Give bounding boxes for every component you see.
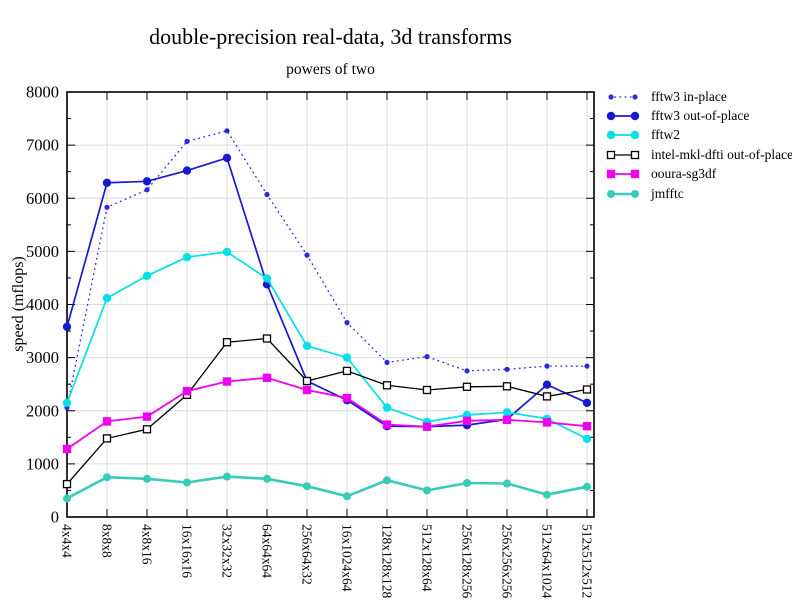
x-tick-label: 256x128x256 bbox=[460, 524, 475, 599]
series-line bbox=[66, 130, 587, 408]
x-tick-label: 16x16x16 bbox=[180, 524, 195, 578]
y-tick-label: 3000 bbox=[26, 348, 59, 367]
x-tick-label: 256x64x32 bbox=[300, 524, 315, 585]
x-tick-label: 32x32x32 bbox=[220, 524, 235, 578]
x-tick-label: 512x128x64 bbox=[420, 524, 435, 592]
legend: fftw3 in-place fftw3 out-of-place fftw2 int… bbox=[606, 87, 792, 203]
legend-item: intel-mkl-dfti out-of-place bbox=[606, 145, 792, 164]
legend-label: intel-mkl-dfti out-of-place bbox=[651, 146, 792, 162]
x-tick-label: 16x1024x64 bbox=[340, 524, 355, 592]
legend-marker bbox=[606, 131, 640, 140]
x-tick-label: 4x8x16 bbox=[140, 524, 155, 565]
y-tick-label: 7000 bbox=[26, 136, 59, 155]
x-tick-label: 4x4x4 bbox=[60, 524, 75, 558]
x-tick-label: 512x512x512 bbox=[580, 524, 595, 598]
y-tick-label: 2000 bbox=[26, 401, 59, 420]
x-tick-label: 512x64x1024 bbox=[540, 524, 555, 599]
legend-item: fftw3 out-of-place bbox=[606, 106, 792, 125]
legend-label: fftw3 in-place bbox=[651, 88, 727, 104]
chart-subtitle: powers of two bbox=[286, 61, 375, 78]
legend-marker bbox=[606, 111, 640, 121]
legend-label: ooura-sg3df bbox=[651, 166, 717, 182]
legend-item: jmfftc bbox=[606, 184, 792, 203]
legend-marker bbox=[607, 189, 639, 198]
y-tick-label: 0 bbox=[51, 508, 59, 527]
legend-label: fftw3 out-of-place bbox=[651, 108, 750, 124]
legend-marker bbox=[608, 94, 638, 100]
series-line bbox=[66, 337, 588, 485]
x-tick-label: 8x8x8 bbox=[100, 524, 115, 558]
legend-label: jmfftc bbox=[651, 185, 684, 201]
series-line bbox=[66, 376, 588, 450]
legend-marker bbox=[606, 150, 640, 160]
series-line bbox=[66, 251, 588, 440]
y-tick-label: 6000 bbox=[26, 189, 59, 208]
x-tick-label: 128x128x128 bbox=[380, 524, 395, 599]
y-tick-label: 4000 bbox=[26, 295, 59, 314]
y-tick-label: 1000 bbox=[26, 454, 59, 473]
y-tick-label: 8000 bbox=[26, 83, 59, 102]
chart-title: double-precision real-data, 3d transform… bbox=[149, 24, 512, 49]
x-tick-label: 256x256x256 bbox=[500, 524, 515, 599]
x-tick-label: 64x64x64 bbox=[260, 524, 275, 578]
legend-item: ooura-sg3df bbox=[606, 165, 792, 184]
legend-item: fftw2 bbox=[606, 126, 792, 145]
y-tick-label: 5000 bbox=[26, 242, 59, 261]
legend-item: fftw3 in-place bbox=[606, 87, 792, 106]
legend-marker bbox=[606, 170, 640, 179]
series-line bbox=[66, 475, 588, 500]
legend-label: fftw2 bbox=[651, 127, 680, 143]
